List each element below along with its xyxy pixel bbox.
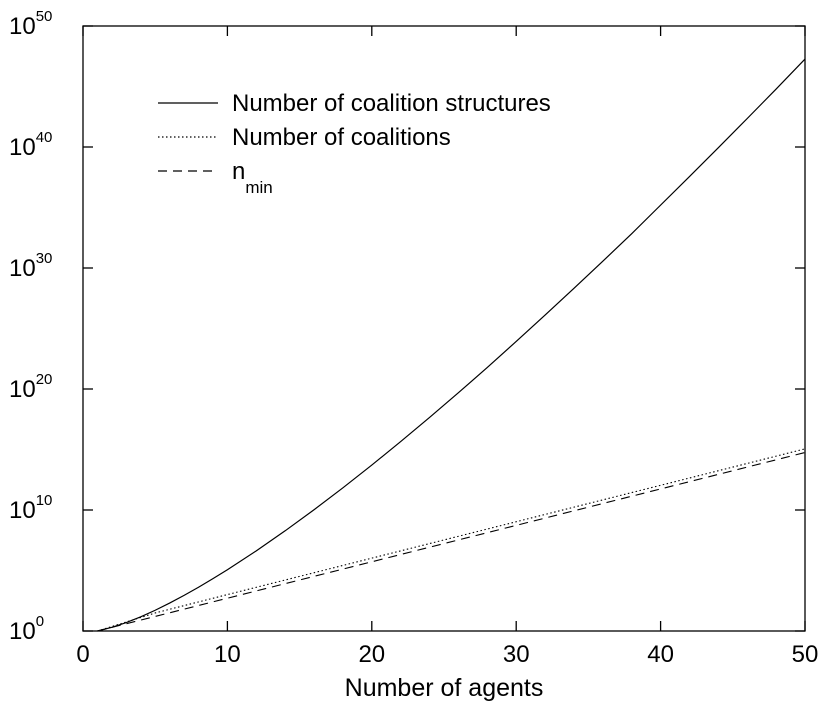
y-tick-exponent: 30: [36, 250, 53, 267]
y-tick-exponent: 10: [36, 492, 53, 509]
y-tick-base: 10: [9, 618, 36, 645]
ticks: [82, 25, 806, 632]
x-tick-label: 30: [503, 641, 530, 668]
legend: Number of coalition structures Number of …: [158, 90, 551, 197]
y-tick-exponent: 40: [36, 129, 53, 146]
y-tick-label: 1050: [9, 8, 52, 40]
y-tick-label: 1030: [9, 250, 52, 282]
x-tick-label: 20: [358, 641, 385, 668]
y-tick-base: 10: [9, 134, 36, 161]
y-tick-base: 10: [9, 376, 36, 403]
x-axis-title: Number of agents: [345, 674, 544, 701]
y-tick-label: 100: [9, 613, 44, 645]
legend-label-main: n: [232, 158, 245, 185]
y-tick-label: 1020: [9, 371, 52, 403]
x-tick-label: 0: [76, 641, 89, 668]
y-tick-base: 10: [9, 497, 36, 524]
series-line-solid: [97, 58, 806, 632]
y-tick-exponent: 20: [36, 371, 53, 388]
y-tick-base: 10: [9, 255, 36, 282]
legend-label: Number of coalition structures: [232, 90, 551, 117]
y-tick-label: 1010: [9, 492, 52, 524]
series-line-dashed: [97, 451, 806, 632]
y-tick-label: 1040: [9, 129, 52, 161]
x-tick-label: 10: [214, 641, 241, 668]
y-tick-exponent: 50: [36, 8, 53, 25]
plot-area-frame: [82, 25, 806, 632]
y-tick-exponent: 0: [36, 613, 44, 630]
y-tick-base: 10: [9, 13, 36, 40]
legend-label: Number of coalitions: [232, 124, 451, 151]
x-tick-label: 40: [647, 641, 674, 668]
legend-label-subscript: min: [245, 178, 272, 197]
series-layer: [97, 58, 806, 632]
legend-label: nmin: [232, 158, 273, 197]
x-tick-label: 50: [792, 641, 819, 668]
